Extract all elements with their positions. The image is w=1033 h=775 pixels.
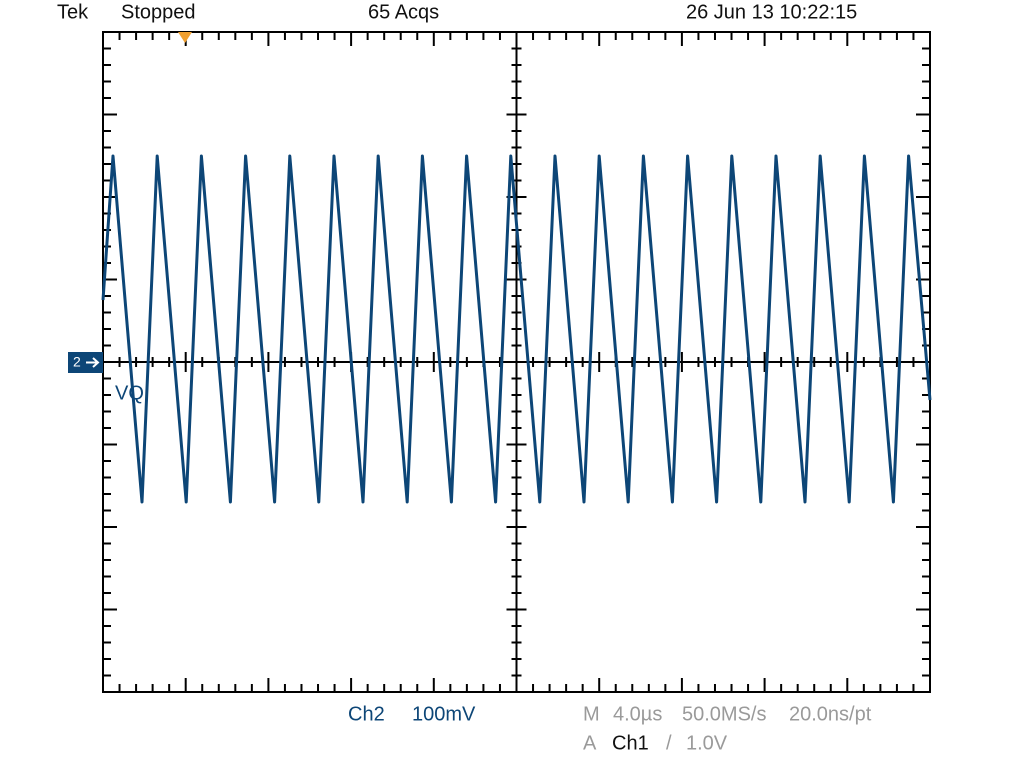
channel-name: Ch2 <box>348 703 385 725</box>
channel-marker-arrow <box>86 357 100 368</box>
status: Stopped <box>121 1 196 23</box>
sample-rate: 50.0MS/s <box>682 703 766 725</box>
graticule <box>102 31 931 693</box>
acquisitions: 65 Acqs <box>368 1 439 23</box>
timestamp: 26 Jun 13 10:22:15 <box>686 1 857 23</box>
channel-marker-box <box>68 352 103 373</box>
resolution: 20.0ns/pt <box>789 703 872 725</box>
trigger-prefix: A <box>583 732 597 754</box>
channel-marker: 2 <box>73 354 81 370</box>
channel-scale: 100mV <box>412 703 476 725</box>
channel-label: VQ <box>115 382 144 404</box>
trigger-position-marker <box>178 32 192 43</box>
horizontal-prefix: M <box>583 703 600 725</box>
trigger-separator: / <box>666 732 672 754</box>
trigger-level: 1.0V <box>686 732 728 754</box>
brand: Tek <box>57 1 89 23</box>
waveform <box>101 154 932 504</box>
horizontal-scale: 4.0µs <box>613 703 662 725</box>
trigger-source: Ch1 <box>612 732 649 754</box>
